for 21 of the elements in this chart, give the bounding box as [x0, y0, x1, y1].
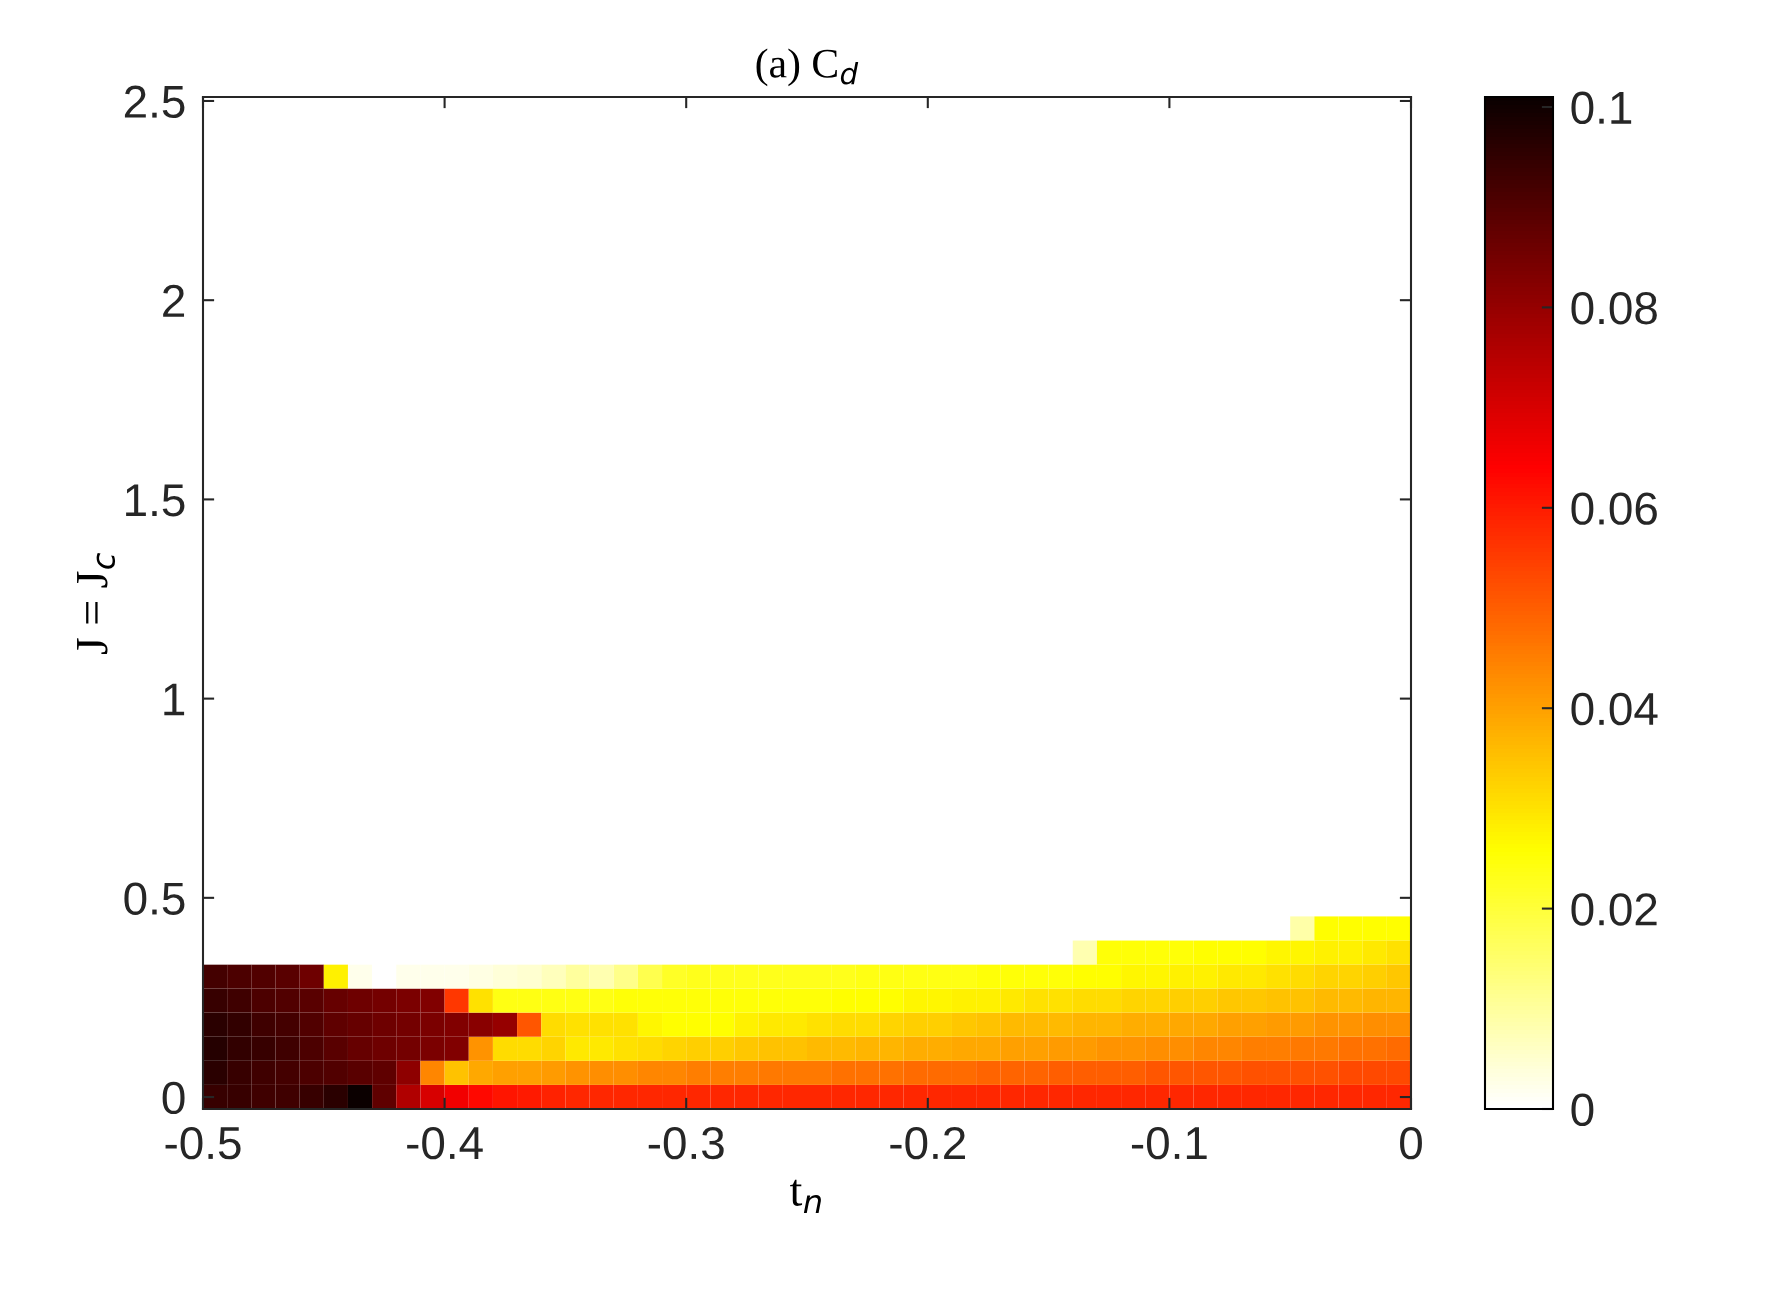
x-tick-label: -0.2	[890, 1126, 965, 1160]
color-bar-label: 0.1	[1571, 91, 1632, 125]
color-bar-label: 0.06	[1571, 492, 1657, 525]
y-tick-label: 1.5	[126, 484, 185, 517]
x-tick-label: -0.1	[1131, 1126, 1207, 1160]
color-bar-label: 0.04	[1571, 692, 1658, 726]
y-tick-label: 2	[163, 284, 185, 317]
y-tick-label: 2.5	[124, 85, 185, 119]
y-axis-title: J = J$_{c}$	[77, 552, 116, 655]
y-tick-label: 0	[162, 1081, 185, 1115]
y-tick-label: 1	[164, 683, 185, 716]
y-tick-label: 0.5	[124, 882, 185, 915]
color-bar-label: 0.02	[1571, 893, 1657, 926]
x-tick-label: -0.5	[165, 1126, 241, 1160]
color-bar-label: 0	[1571, 1093, 1594, 1127]
x-axis-title: t$_{n}$	[790, 1179, 821, 1213]
chart-title: (a) C$_{d}$	[756, 48, 859, 87]
x-tick-label: -0.4	[407, 1126, 483, 1160]
x-tick-label: 0	[1400, 1126, 1422, 1160]
color-bar-label: 0.08	[1571, 292, 1657, 325]
x-tick-label: -0.3	[648, 1126, 724, 1160]
